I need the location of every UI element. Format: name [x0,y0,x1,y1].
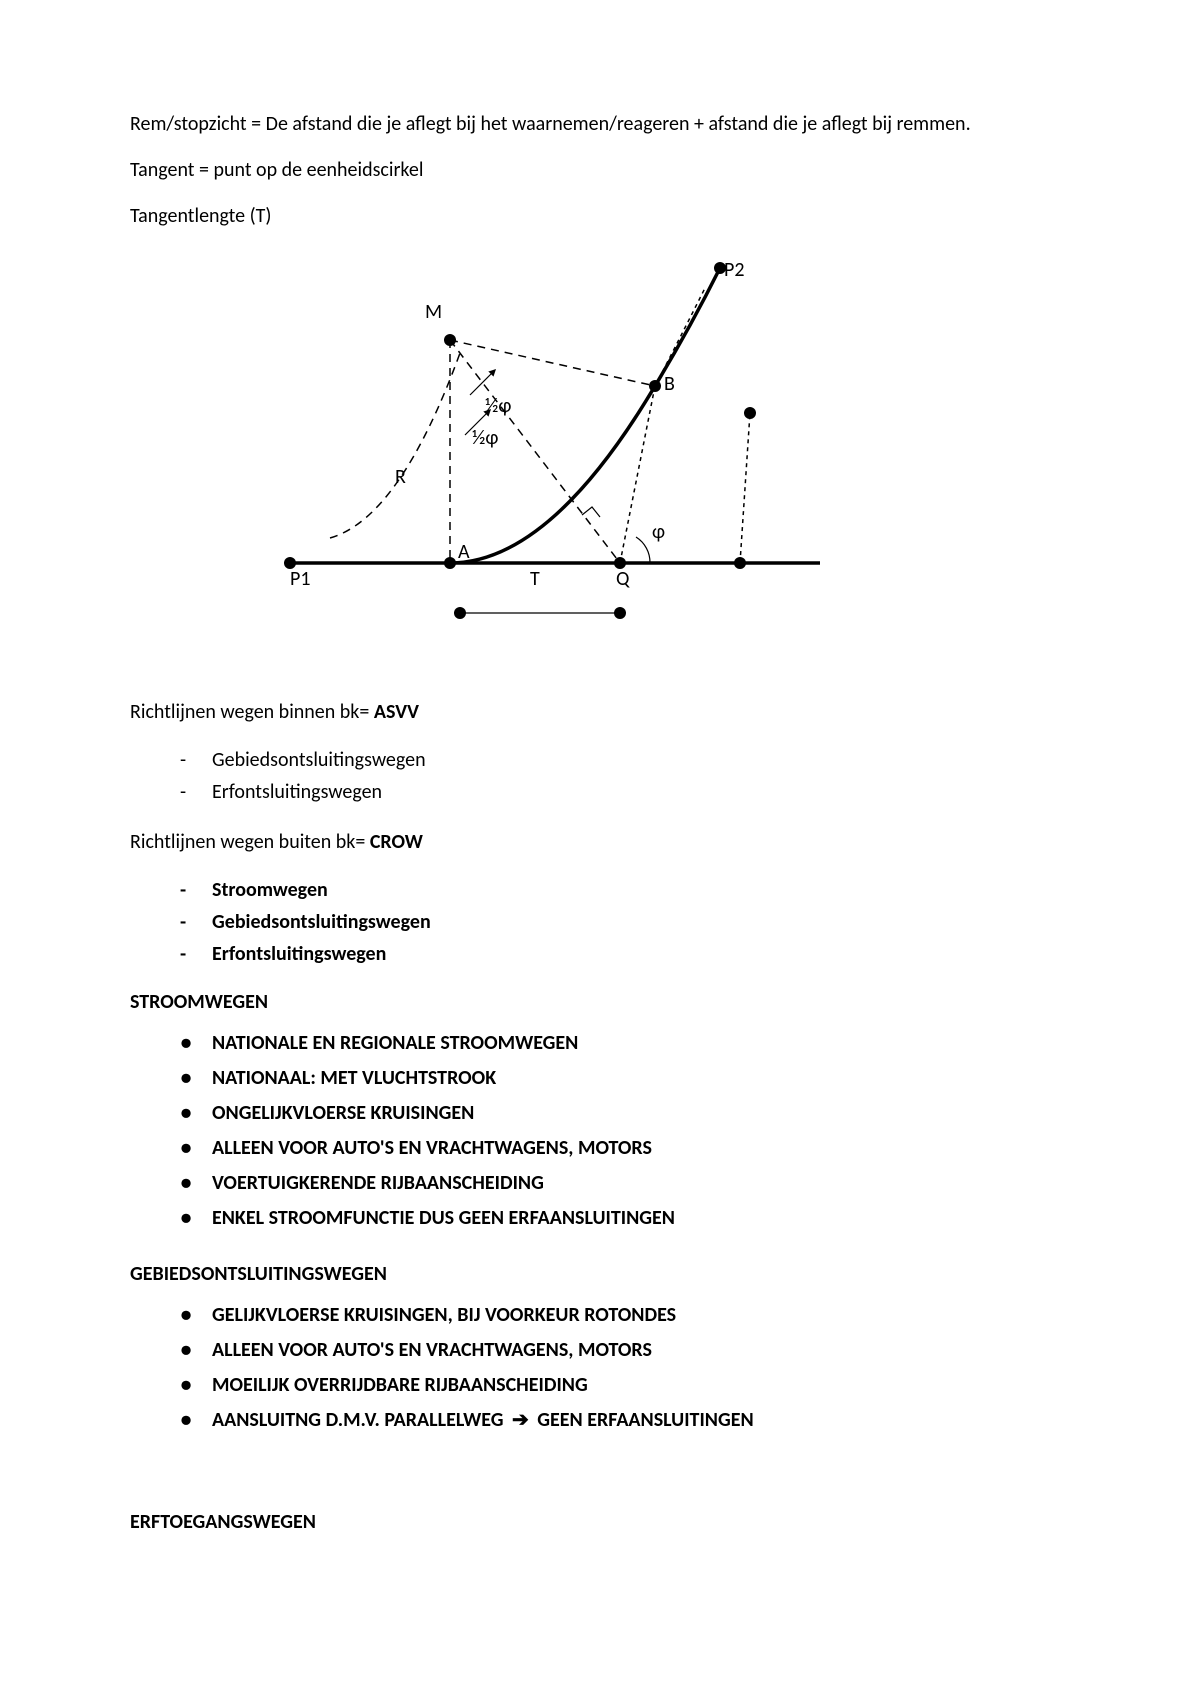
list-item-text: ALLEEN VOOR AUTO'S EN VRACHTWAGENS, MOTO… [212,1338,652,1362]
richtlijnen-binnen-prefix: Richtlijnen wegen binnen bk= [130,700,374,724]
svg-text:φ: φ [652,520,665,544]
list-item: ● ALLEEN VOOR AUTO'S EN VRACHTWAGENS, MOT… [180,1333,1070,1368]
erftoegang-head: ERFTOEGANGSWEGEN [130,1510,1070,1534]
list-item: ● NATIONAAL: MET VLUCHTSTROOK [180,1061,1070,1096]
list-item: Gebiedsontsluitingswegen [180,744,1070,776]
bullet-icon: ● [180,1201,192,1236]
document-page: Rem/stopzicht = De afstand die je aflegt… [0,0,1200,1698]
paragraph-tangent: Tangent = punt op de eenheidscirkel [130,156,1070,184]
list-stroomwegen: ● NATIONALE EN REGIONALE STROOMWEGEN ● NATI… [130,1026,1070,1236]
richtlijnen-binnen-line: Richtlijnen wegen binnen bk= ASVV [130,698,1070,726]
list-item: ● VOERTUIGKERENDE RIJBAANSCHEIDING [180,1166,1070,1201]
paragraph-tangentlengte: Tangentlengte (T) [130,202,1070,230]
svg-text:P1: P1 [290,567,310,591]
list-item: ● ONGELIJKVLOERSE KRUISINGEN [180,1096,1070,1131]
bullet-icon: ● [180,1061,192,1096]
arrow-icon: ➔ [512,1403,529,1438]
svg-text:½φ: ½φ [472,426,498,450]
list-buiten: StroomwegenGebiedsontsluitingswegenErfon… [130,874,1070,970]
list-binnen: GebiedsontsluitingswegenErfontsluitingsw… [130,744,1070,808]
list-item: ● MOEILIJK OVERRIJDBARE RIJBAANSCHEIDING [180,1368,1070,1403]
bullet-icon: ● [180,1166,192,1201]
richtlijnen-buiten-bold: CROW [370,830,423,854]
list-item-text: MOEILIJK OVERRIJDBARE RIJBAANSCHEIDING [212,1373,588,1397]
svg-text:M: M [425,300,442,324]
list-item: ● ALLEEN VOOR AUTO'S EN VRACHTWAGENS, MOT… [180,1131,1070,1166]
list-item-text: VOERTUIGKERENDE RIJBAANSCHEIDING [212,1171,544,1195]
svg-text:T: T [530,567,540,591]
list-item: ● GELIJKVLOERSE KRUISINGEN, BIJ VOORKEUR … [180,1298,1070,1333]
list-item: Stroomwegen [180,874,1070,906]
list-item-text: ONGELIJKVLOERSE KRUISINGEN [212,1101,474,1125]
list-item-text: ALLEEN VOOR AUTO'S EN VRACHTWAGENS, MOTO… [212,1136,652,1160]
list-item-text: GEEN ERFAANSLUITINGEN [533,1408,754,1432]
bullet-icon: ● [180,1333,192,1368]
richtlijnen-buiten-prefix: Richtlijnen wegen buiten bk= [130,830,370,854]
list-item: ● NATIONALE EN REGIONALE STROOMWEGEN [180,1026,1070,1061]
gebieds-head: GEBIEDSONTSLUITINGSWEGEN [130,1262,1070,1286]
richtlijnen-buiten-line: Richtlijnen wegen buiten bk= CROW [130,828,1070,856]
list-item: Erfontsluitingswegen [180,938,1070,970]
svg-text:R: R [395,465,406,489]
richtlijnen-binnen-bold: ASVV [374,700,419,724]
list-item-text: ENKEL STROOMFUNCTIE DUS GEEN ERFAANSLUIT… [212,1206,675,1230]
bullet-icon: ● [180,1368,192,1403]
list-item-text: GELIJKVLOERSE KRUISINGEN, BIJ VOORKEUR R… [212,1303,676,1327]
list-item: Erfontsluitingswegen [180,776,1070,808]
svg-text:P2: P2 [724,258,744,282]
svg-text:A: A [458,540,470,564]
list-item: ● ENKEL STROOMFUNCTIE DUS GEEN ERFAANSLUI… [180,1201,1070,1236]
diagram-svg: P1 P2 M A B Q R Tφ ½φ ½φ [250,248,900,668]
bullet-icon: ● [180,1131,192,1166]
svg-text:Q: Q [616,567,630,591]
bullet-icon: ● [180,1026,192,1061]
tangent-diagram: P1 P2 M A B Q R Tφ ½φ ½φ [250,248,900,668]
bullet-icon: ● [180,1298,192,1333]
paragraph-remstop: Rem/stopzicht = De afstand die je aflegt… [130,110,1070,138]
list-item-text: NATIONAAL: MET VLUCHTSTROOK [212,1066,496,1090]
bullet-icon: ● [180,1096,192,1131]
list-gebieds: ● GELIJKVLOERSE KRUISINGEN, BIJ VOORKEUR … [130,1298,1070,1438]
svg-text:B: B [664,372,675,396]
list-item-text: AANSLUITNG D.M.V. PARALLELWEG [212,1408,508,1432]
list-item: Gebiedsontsluitingswegen [180,906,1070,938]
svg-text:½φ: ½φ [485,394,511,418]
stroomwegen-head: STROOMWEGEN [130,990,1070,1014]
list-item-text: NATIONALE EN REGIONALE STROOMWEGEN [212,1031,578,1055]
list-item: ● AANSLUITNG D.M.V. PARALLELWEG ➔ GEEN ER… [180,1403,1070,1438]
bullet-icon: ● [180,1403,192,1438]
